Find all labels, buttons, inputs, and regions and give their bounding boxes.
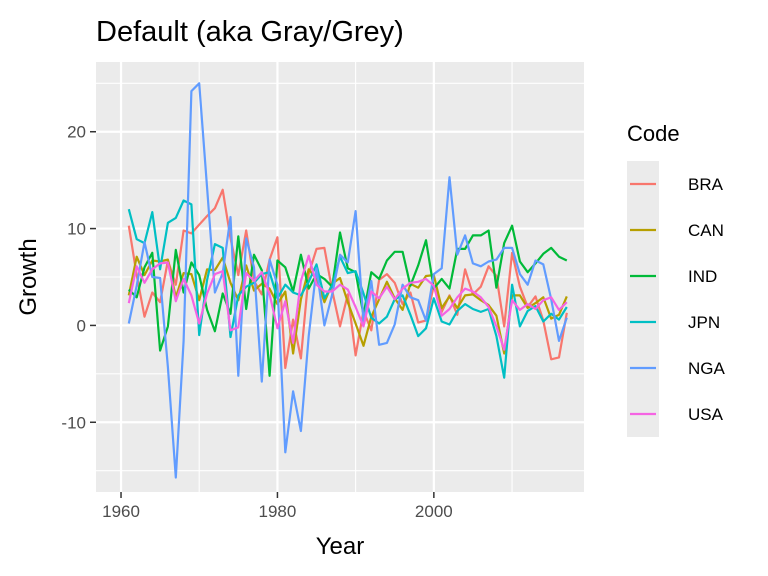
series-line-ind [128, 224, 568, 377]
legend-label-ind: IND [688, 267, 717, 286]
chart-title: Default (aka Gray/Grey) [96, 16, 404, 48]
y-tick-label: 20 [67, 123, 86, 142]
y-axis-label: Growth [15, 238, 42, 315]
x-tick-label: 1960 [102, 502, 140, 521]
legend-title: Code [627, 121, 680, 146]
legend-items: BRA CAN IND JPN NGA USA [627, 161, 726, 437]
x-axis-label: Year [316, 533, 365, 560]
series-line-nga [127, 82, 568, 479]
legend-label-can: CAN [688, 221, 724, 240]
series-lines [127, 82, 568, 479]
legend-key-background [627, 161, 659, 437]
series-line-usa [127, 254, 568, 351]
legend-label-bra: BRA [688, 175, 724, 194]
y-tick-label: 0 [77, 316, 86, 335]
y-tick-label: 10 [67, 220, 86, 239]
y-tick-label: -10 [61, 413, 86, 432]
legend-label-nga: NGA [688, 359, 726, 378]
x-tick-label: 1980 [259, 502, 297, 521]
x-tick-label: 2000 [415, 502, 453, 521]
legend-label-usa: USA [688, 405, 724, 424]
x-axis: 1960 1980 2000 [102, 492, 453, 521]
legend-label-jpn: JPN [688, 313, 720, 332]
legend: Code BRA CAN IND JPN NGA USA [627, 121, 726, 437]
y-axis: -10 0 10 20 [61, 123, 96, 432]
